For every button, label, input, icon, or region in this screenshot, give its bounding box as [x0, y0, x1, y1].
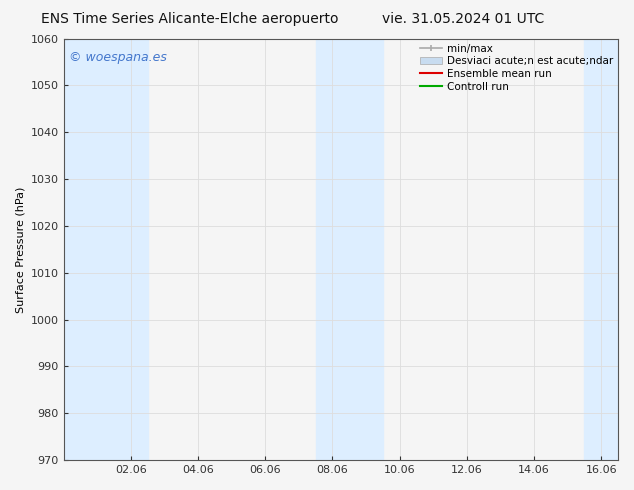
Y-axis label: Surface Pressure (hPa): Surface Pressure (hPa)	[15, 186, 25, 313]
Text: © woespana.es: © woespana.es	[69, 51, 167, 64]
Bar	[585, 39, 618, 460]
Bar	[63, 39, 148, 460]
Text: ENS Time Series Alicante-Elche aeropuerto: ENS Time Series Alicante-Elche aeropuert…	[41, 12, 339, 26]
Text: vie. 31.05.2024 01 UTC: vie. 31.05.2024 01 UTC	[382, 12, 544, 26]
Bar	[316, 39, 383, 460]
Legend: min/max, Desviaci acute;n est acute;ndar, Ensemble mean run, Controll run: min/max, Desviaci acute;n est acute;ndar…	[417, 42, 615, 94]
